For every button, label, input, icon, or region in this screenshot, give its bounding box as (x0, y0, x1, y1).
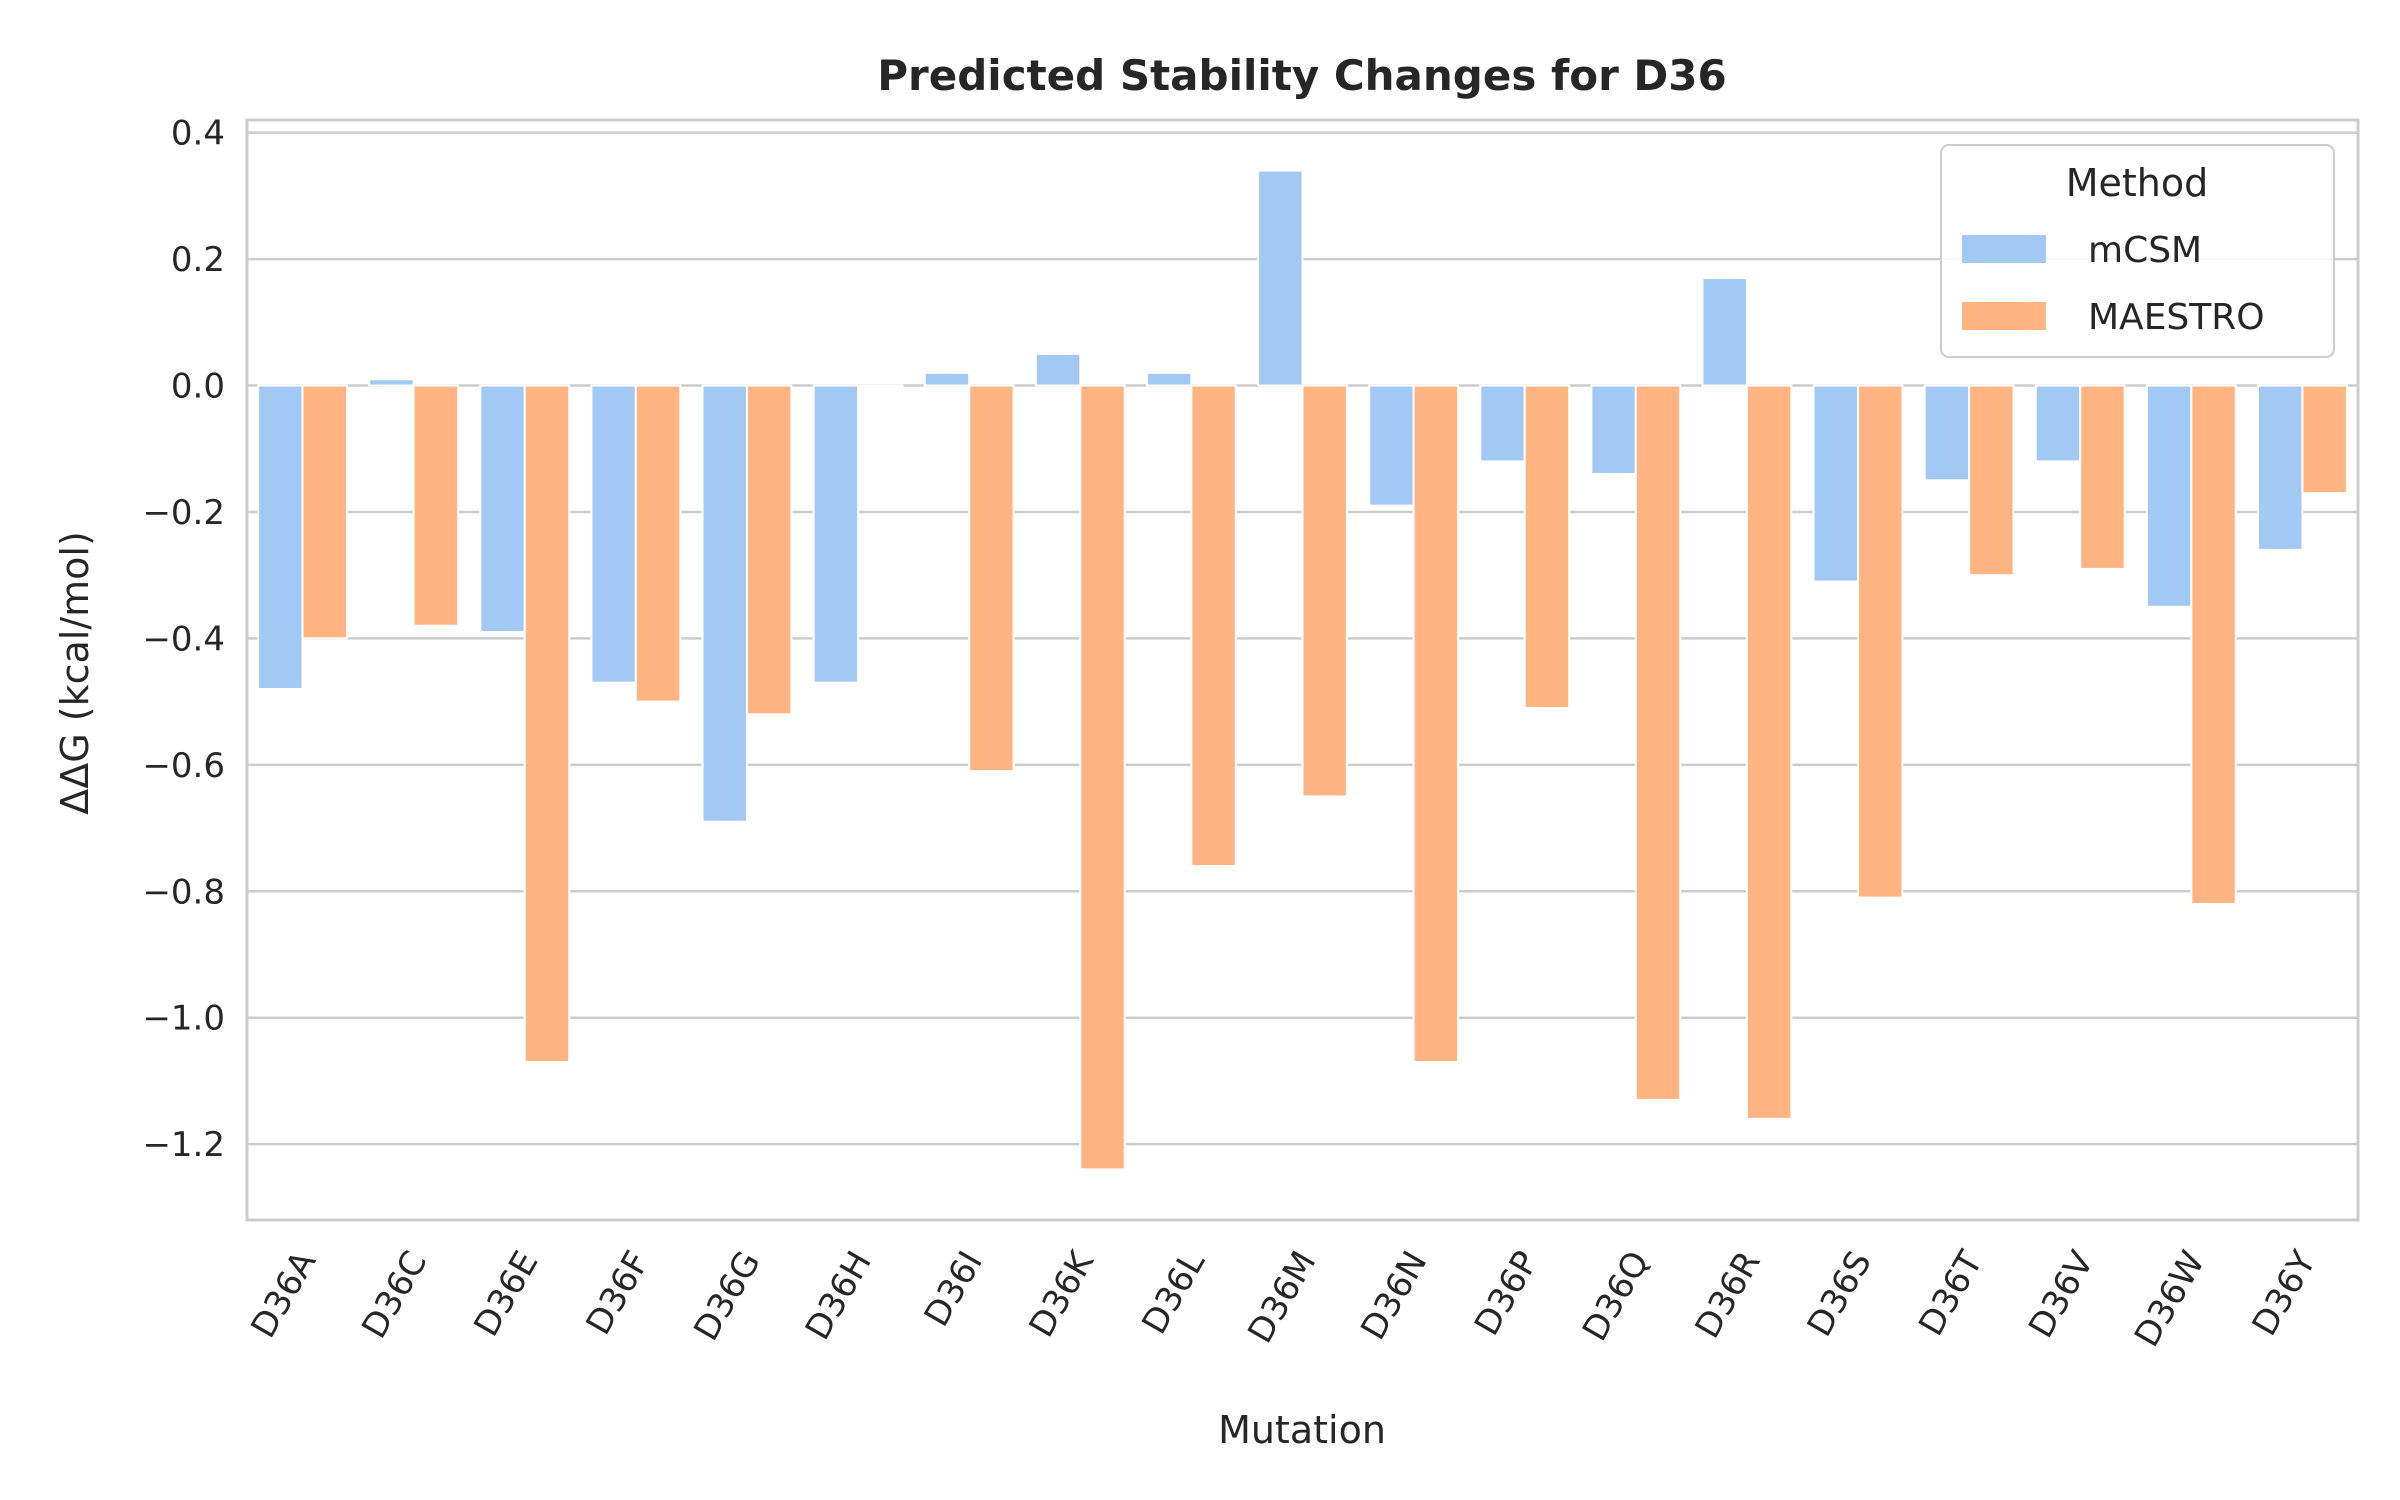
y-tick-label: −0.8 (142, 872, 225, 912)
bar-mcsm-d36p (1479, 384, 1526, 463)
bar-maestro-d36w (2190, 384, 2237, 905)
bar-mcsm-d36a (257, 384, 304, 690)
bar-maestro-d36s (1857, 384, 1904, 899)
bar-maestro-d36i (968, 384, 1015, 773)
legend: Method mCSM MAESTRO (1940, 144, 2335, 358)
chart-title: Predicted Stability Changes for D36 (877, 51, 1727, 100)
bar-maestro-d36h (857, 384, 904, 388)
y-tick-label: −1.2 (142, 1125, 225, 1165)
bar-mcsm-d36c (368, 378, 415, 387)
bar-mcsm-d36f (590, 384, 637, 684)
bar-mcsm-d36s (1812, 384, 1860, 583)
bar-mcsm-d36w (2145, 384, 2193, 608)
bar-maestro-d36v (2079, 384, 2126, 570)
bar-mcsm-d36h (812, 384, 860, 684)
bar-maestro-d36t (1968, 384, 2015, 577)
legend-swatch-maestro (1962, 302, 2046, 330)
bar-mcsm-d36k (1034, 352, 1082, 387)
bar-maestro-d36n (1412, 384, 1460, 1063)
bar-maestro-d36l (1190, 384, 1237, 867)
legend-swatch-mcsm (1962, 235, 2046, 263)
y-tick-label: 0.2 (171, 240, 225, 280)
bar-maestro-d36k (1079, 384, 1126, 1171)
bar-mcsm-d36v (2034, 384, 2082, 463)
bar-maestro-d36m (1301, 384, 1348, 798)
bar-maestro-d36y (2301, 384, 2348, 494)
legend-label-maestro: MAESTRO (2088, 297, 2265, 338)
bar-maestro-d36a (301, 384, 348, 640)
bar-maestro-d36p (1523, 384, 1571, 709)
bar-mcsm-d36l (1145, 371, 1193, 387)
bar-maestro-d36e (523, 384, 571, 1063)
bar-maestro-d36q (1634, 384, 1682, 1101)
legend-label-mcsm: mCSM (2088, 230, 2202, 271)
bars (257, 169, 2348, 1171)
legend-title: Method (2066, 161, 2209, 205)
x-axis-label: Mutation (1218, 1408, 1386, 1452)
y-tick-label: −1.0 (142, 999, 225, 1039)
y-tick-label: 0.4 (171, 114, 225, 154)
bar-maestro-d36g (745, 384, 793, 716)
bar-mcsm-d36y (2257, 384, 2304, 551)
bar-mcsm-d36g (701, 384, 748, 823)
bar-mcsm-d36t (1923, 384, 1971, 482)
bar-maestro-d36r (1745, 384, 1793, 1120)
y-tick-labels: 0.4 0.2 0.0 −0.2 −0.4 −0.6 −0.8 −1.0 −1.2 (142, 114, 225, 1165)
y-tick-label: −0.6 (142, 746, 225, 786)
bar-maestro-d36f (634, 384, 682, 703)
plot-frame (245, 118, 2360, 1222)
y-tick-label: −0.2 (142, 493, 225, 533)
bar-maestro-d36c (412, 384, 460, 627)
bar-mcsm-d36e (479, 384, 526, 634)
y-tick-label: 0.0 (171, 367, 225, 407)
bar-mcsm-d36n (1368, 384, 1415, 507)
y-tick-label: −0.4 (142, 619, 225, 659)
bar-mcsm-d36i (923, 371, 971, 387)
bar-mcsm-d36r (1701, 277, 1748, 387)
bar-mcsm-d36q (1590, 384, 1637, 476)
bar-mcsm-d36m (1257, 169, 1304, 387)
y-axis-label: ΔΔG (kcal/mol) (53, 531, 97, 815)
